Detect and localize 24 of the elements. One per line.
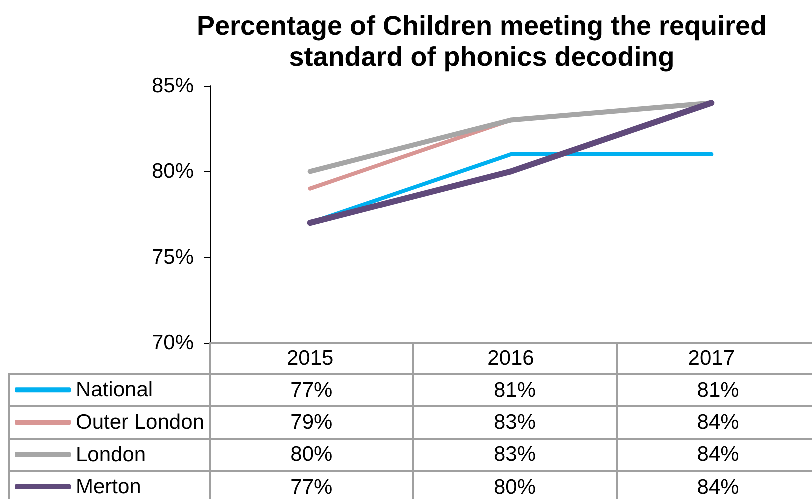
data-label: 81% <box>696 378 740 402</box>
data-label: 83% <box>492 410 537 434</box>
data-label: 77% <box>290 378 334 402</box>
x-tick-label: 2017 <box>688 347 736 370</box>
x-tick-label: 2016 <box>488 347 534 370</box>
legend-label: London <box>76 443 146 466</box>
y-tick-label: 85% <box>152 74 194 98</box>
legend-label: Outer London <box>76 410 204 434</box>
data-label: 83% <box>492 443 537 466</box>
data-label: 81% <box>492 378 537 402</box>
data-label: 79% <box>290 410 334 434</box>
legend-label: National <box>76 378 154 402</box>
data-label: 80% <box>492 476 537 499</box>
x-tick-label: 2015 <box>286 347 334 370</box>
data-label: 80% <box>290 443 334 466</box>
data-label: 84% <box>696 410 740 434</box>
legend-label: Merton <box>76 476 142 499</box>
y-tick-label: 70% <box>152 332 194 354</box>
chart-title: Percentage of Children meeting the required standard of phonics decoding <box>196 11 768 73</box>
data-label: 77% <box>290 476 334 499</box>
data-label: 84% <box>696 443 740 466</box>
y-tick-label: 75% <box>152 246 194 269</box>
y-tick-label: 80% <box>152 160 194 184</box>
data-label: 84% <box>696 476 740 499</box>
